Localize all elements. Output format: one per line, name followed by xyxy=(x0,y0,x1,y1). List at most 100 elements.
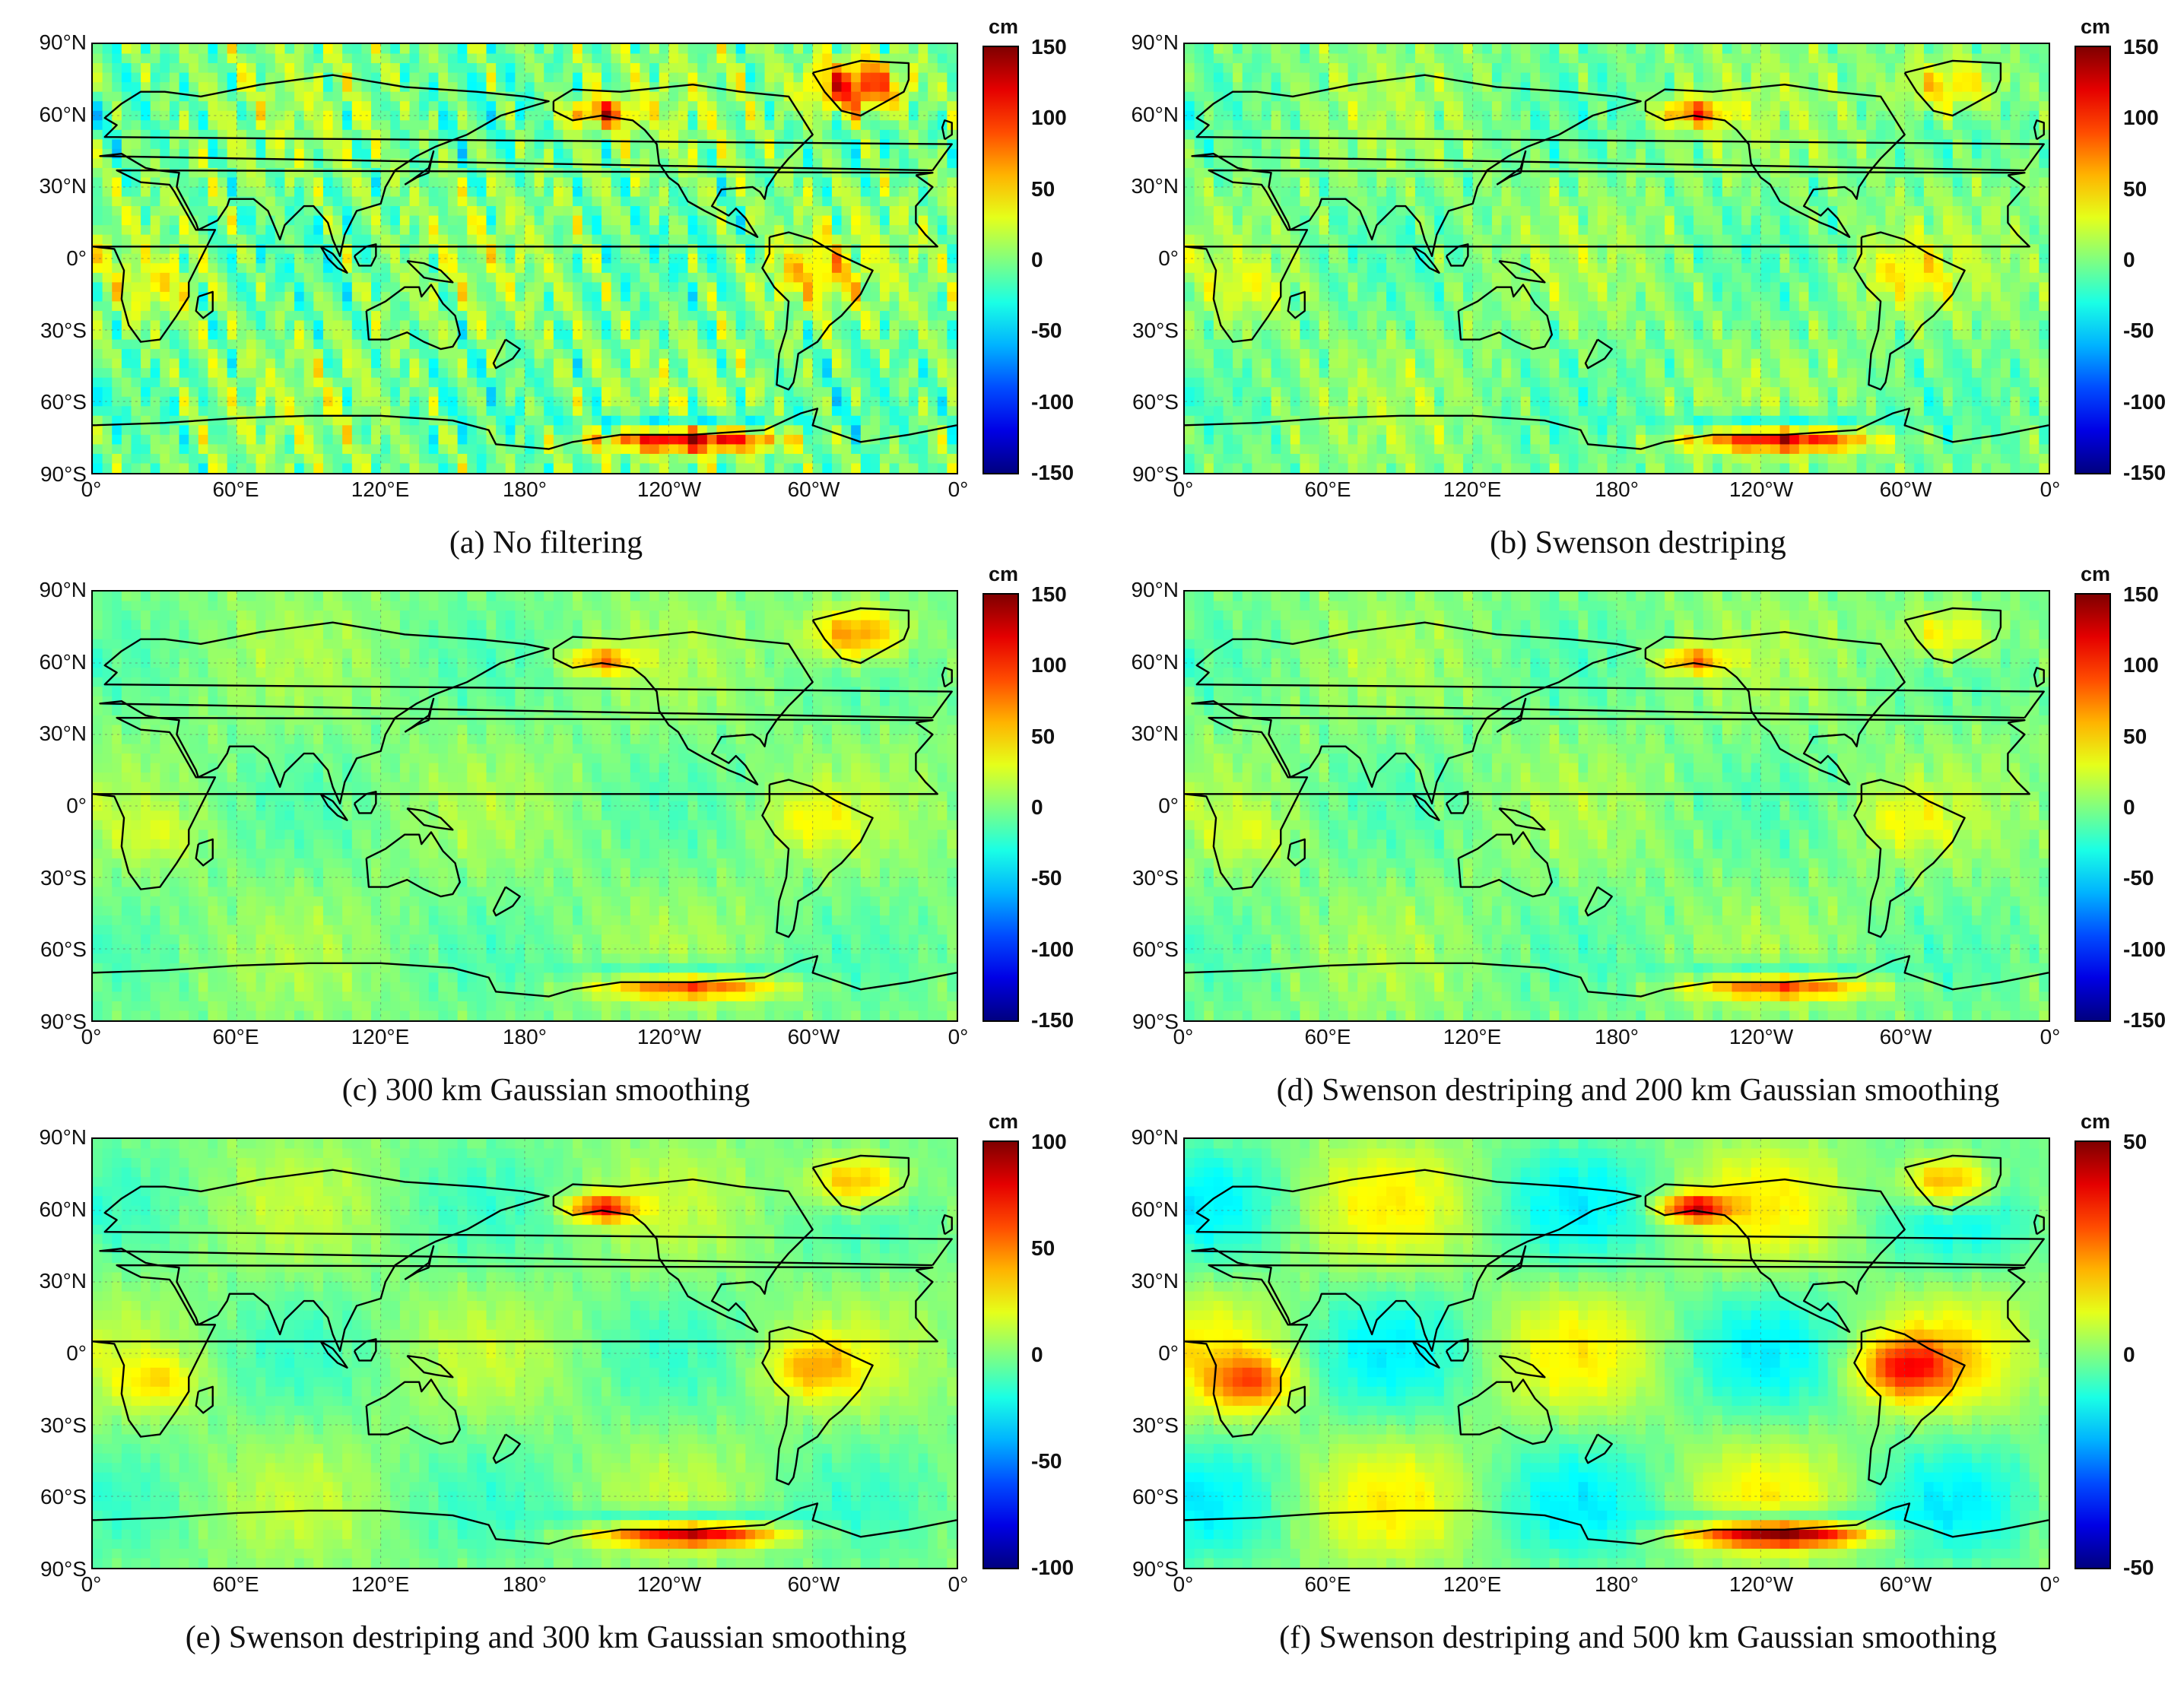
coast-new-guinea xyxy=(1498,259,1546,284)
lat-tick-label: 0° xyxy=(66,794,87,818)
map-field xyxy=(93,44,957,473)
map-plot-area xyxy=(1183,1137,2050,1569)
lat-tick-label: 90°N xyxy=(1131,30,1179,55)
coast-south-america xyxy=(1853,779,1966,938)
map-panel-e: 90°N 60°N 30°N 0° 30°S 60°S 90°S 0° 60°E 120°E 180… xyxy=(0,1095,1092,1655)
coast-eurasia xyxy=(99,74,953,258)
coast-new-zealand xyxy=(1584,338,1613,370)
panel-caption: (c) 300 km Gaussian smoothing xyxy=(0,1072,1092,1109)
coast-uk xyxy=(941,119,953,141)
colorbar-tick-label: -100 xyxy=(2123,937,2166,962)
colorbar-tick-label: -50 xyxy=(1031,866,1062,890)
coast-antarctica xyxy=(93,955,957,998)
coast-new-guinea xyxy=(1498,807,1546,831)
lat-tick-label: 30°N xyxy=(39,174,87,198)
lat-tick-label: 30°S xyxy=(1132,866,1179,890)
coast-borneo xyxy=(353,243,377,267)
coast-australia xyxy=(1457,831,1553,898)
lon-tick-label: 120°E xyxy=(1443,477,1502,502)
lat-tick-label: 90°N xyxy=(1131,1125,1179,1150)
coast-uk xyxy=(941,1214,953,1236)
colorbar-tick-label: 50 xyxy=(2123,725,2147,749)
coast-borneo xyxy=(1445,1338,1469,1362)
graticule xyxy=(93,592,957,1020)
colorbar-tick-label: -150 xyxy=(2123,1008,2166,1033)
coast-new-zealand xyxy=(492,1433,521,1464)
colorbar-tick-label: 0 xyxy=(2123,795,2135,820)
colorbar-unit: cm xyxy=(2081,15,2110,39)
coast-south-america xyxy=(761,1326,874,1486)
lat-tick-label: 30°S xyxy=(40,1413,87,1438)
colorbar-tick-label: -100 xyxy=(1031,937,1074,962)
coast-australia xyxy=(365,284,461,351)
coast-australia xyxy=(365,1378,461,1445)
lat-tick-label: 60°S xyxy=(40,1485,87,1509)
coast-eurasia xyxy=(1191,1169,2045,1353)
lat-tick-label: 90°N xyxy=(39,578,87,602)
lat-tick-label: 60°S xyxy=(40,390,87,414)
colorbar-tick-label: 0 xyxy=(1031,795,1043,820)
lon-tick-label: 60°W xyxy=(1880,1572,1932,1597)
colorbar-tick-label: 50 xyxy=(2123,177,2147,201)
field-raster xyxy=(1185,44,2049,473)
map-panel-b: 90°N 60°N 30°N 0° 30°S 60°S 90°S 0° 60°E 120°E 180… xyxy=(1092,0,2184,560)
coast-south-america xyxy=(761,231,874,391)
lon-tick-label: 0° xyxy=(81,477,102,502)
map-field xyxy=(93,592,957,1020)
colorbar xyxy=(982,593,1019,1022)
coast-japan xyxy=(1496,697,1527,733)
lat-tick-label: 30°S xyxy=(40,866,87,890)
colorbar-tick-label: -150 xyxy=(1031,1008,1074,1033)
map-plot-area xyxy=(91,590,958,1022)
coast-eurasia xyxy=(1191,621,2045,805)
panel-caption: (b) Swenson destriping xyxy=(1092,525,2184,561)
lat-tick-label: 0° xyxy=(66,246,87,271)
colorbar-tick-label: -50 xyxy=(2123,866,2154,890)
coast-madagascar xyxy=(1287,838,1306,867)
coast-japan xyxy=(404,1245,435,1280)
lat-tick-label: 90°S xyxy=(40,1010,87,1034)
colorbar-tick-label: -50 xyxy=(2123,1556,2154,1580)
coast-madagascar xyxy=(1287,1385,1306,1414)
lat-tick-label: 0° xyxy=(1158,246,1179,271)
coast-antarctica xyxy=(1185,1502,2049,1545)
panel-caption: (f) Swenson destriping and 500 km Gaussi… xyxy=(1092,1619,2184,1656)
coast-sumatra xyxy=(319,246,348,274)
lat-tick-label: 30°S xyxy=(1132,1413,1179,1438)
coast-australia xyxy=(365,831,461,898)
lat-tick-label: 90°S xyxy=(1132,1557,1179,1581)
colorbar-tick-label: 50 xyxy=(2123,1130,2147,1154)
lon-tick-label: 0° xyxy=(1173,1572,1194,1597)
lon-tick-label: 0° xyxy=(948,477,969,502)
colorbar-unit: cm xyxy=(989,563,1018,586)
lon-tick-label: 0° xyxy=(81,1025,102,1049)
coast-north-america xyxy=(1644,631,1906,785)
coast-madagascar xyxy=(195,838,214,867)
graticule xyxy=(1185,592,2049,1020)
coast-greenland xyxy=(1903,607,2002,665)
coast-antarctica xyxy=(93,408,957,450)
coast-sumatra xyxy=(1411,1340,1440,1369)
lat-tick-label: 90°N xyxy=(1131,578,1179,602)
lon-tick-label: 120°E xyxy=(1443,1572,1502,1597)
graticule xyxy=(93,44,957,473)
coast-uk xyxy=(2033,119,2045,141)
lon-tick-label: 60°E xyxy=(1304,1572,1351,1597)
field-raster xyxy=(93,592,957,1020)
coast-north-america xyxy=(552,631,814,785)
map-field xyxy=(1185,1139,2049,1568)
lon-tick-label: 60°W xyxy=(788,1572,840,1597)
coast-japan xyxy=(1496,150,1527,186)
lat-tick-label: 90°S xyxy=(40,462,87,487)
map-panel-c: 90°N 60°N 30°N 0° 30°S 60°S 90°S 0° 60°E 120°E 180… xyxy=(0,547,1092,1108)
lon-tick-label: 120°W xyxy=(1729,1025,1793,1049)
colorbar-tick-label: -50 xyxy=(1031,319,1062,343)
lon-tick-label: 120°E xyxy=(351,477,410,502)
coast-madagascar xyxy=(195,1385,214,1414)
lat-tick-label: 30°N xyxy=(39,722,87,746)
colorbar-tick-label: 150 xyxy=(1031,582,1067,607)
lon-tick-label: 0° xyxy=(1173,477,1194,502)
colorbar-tick-label: 150 xyxy=(1031,35,1067,59)
lat-tick-label: 60°N xyxy=(1131,1198,1179,1222)
colorbar-tick-label: 0 xyxy=(1031,1343,1043,1367)
